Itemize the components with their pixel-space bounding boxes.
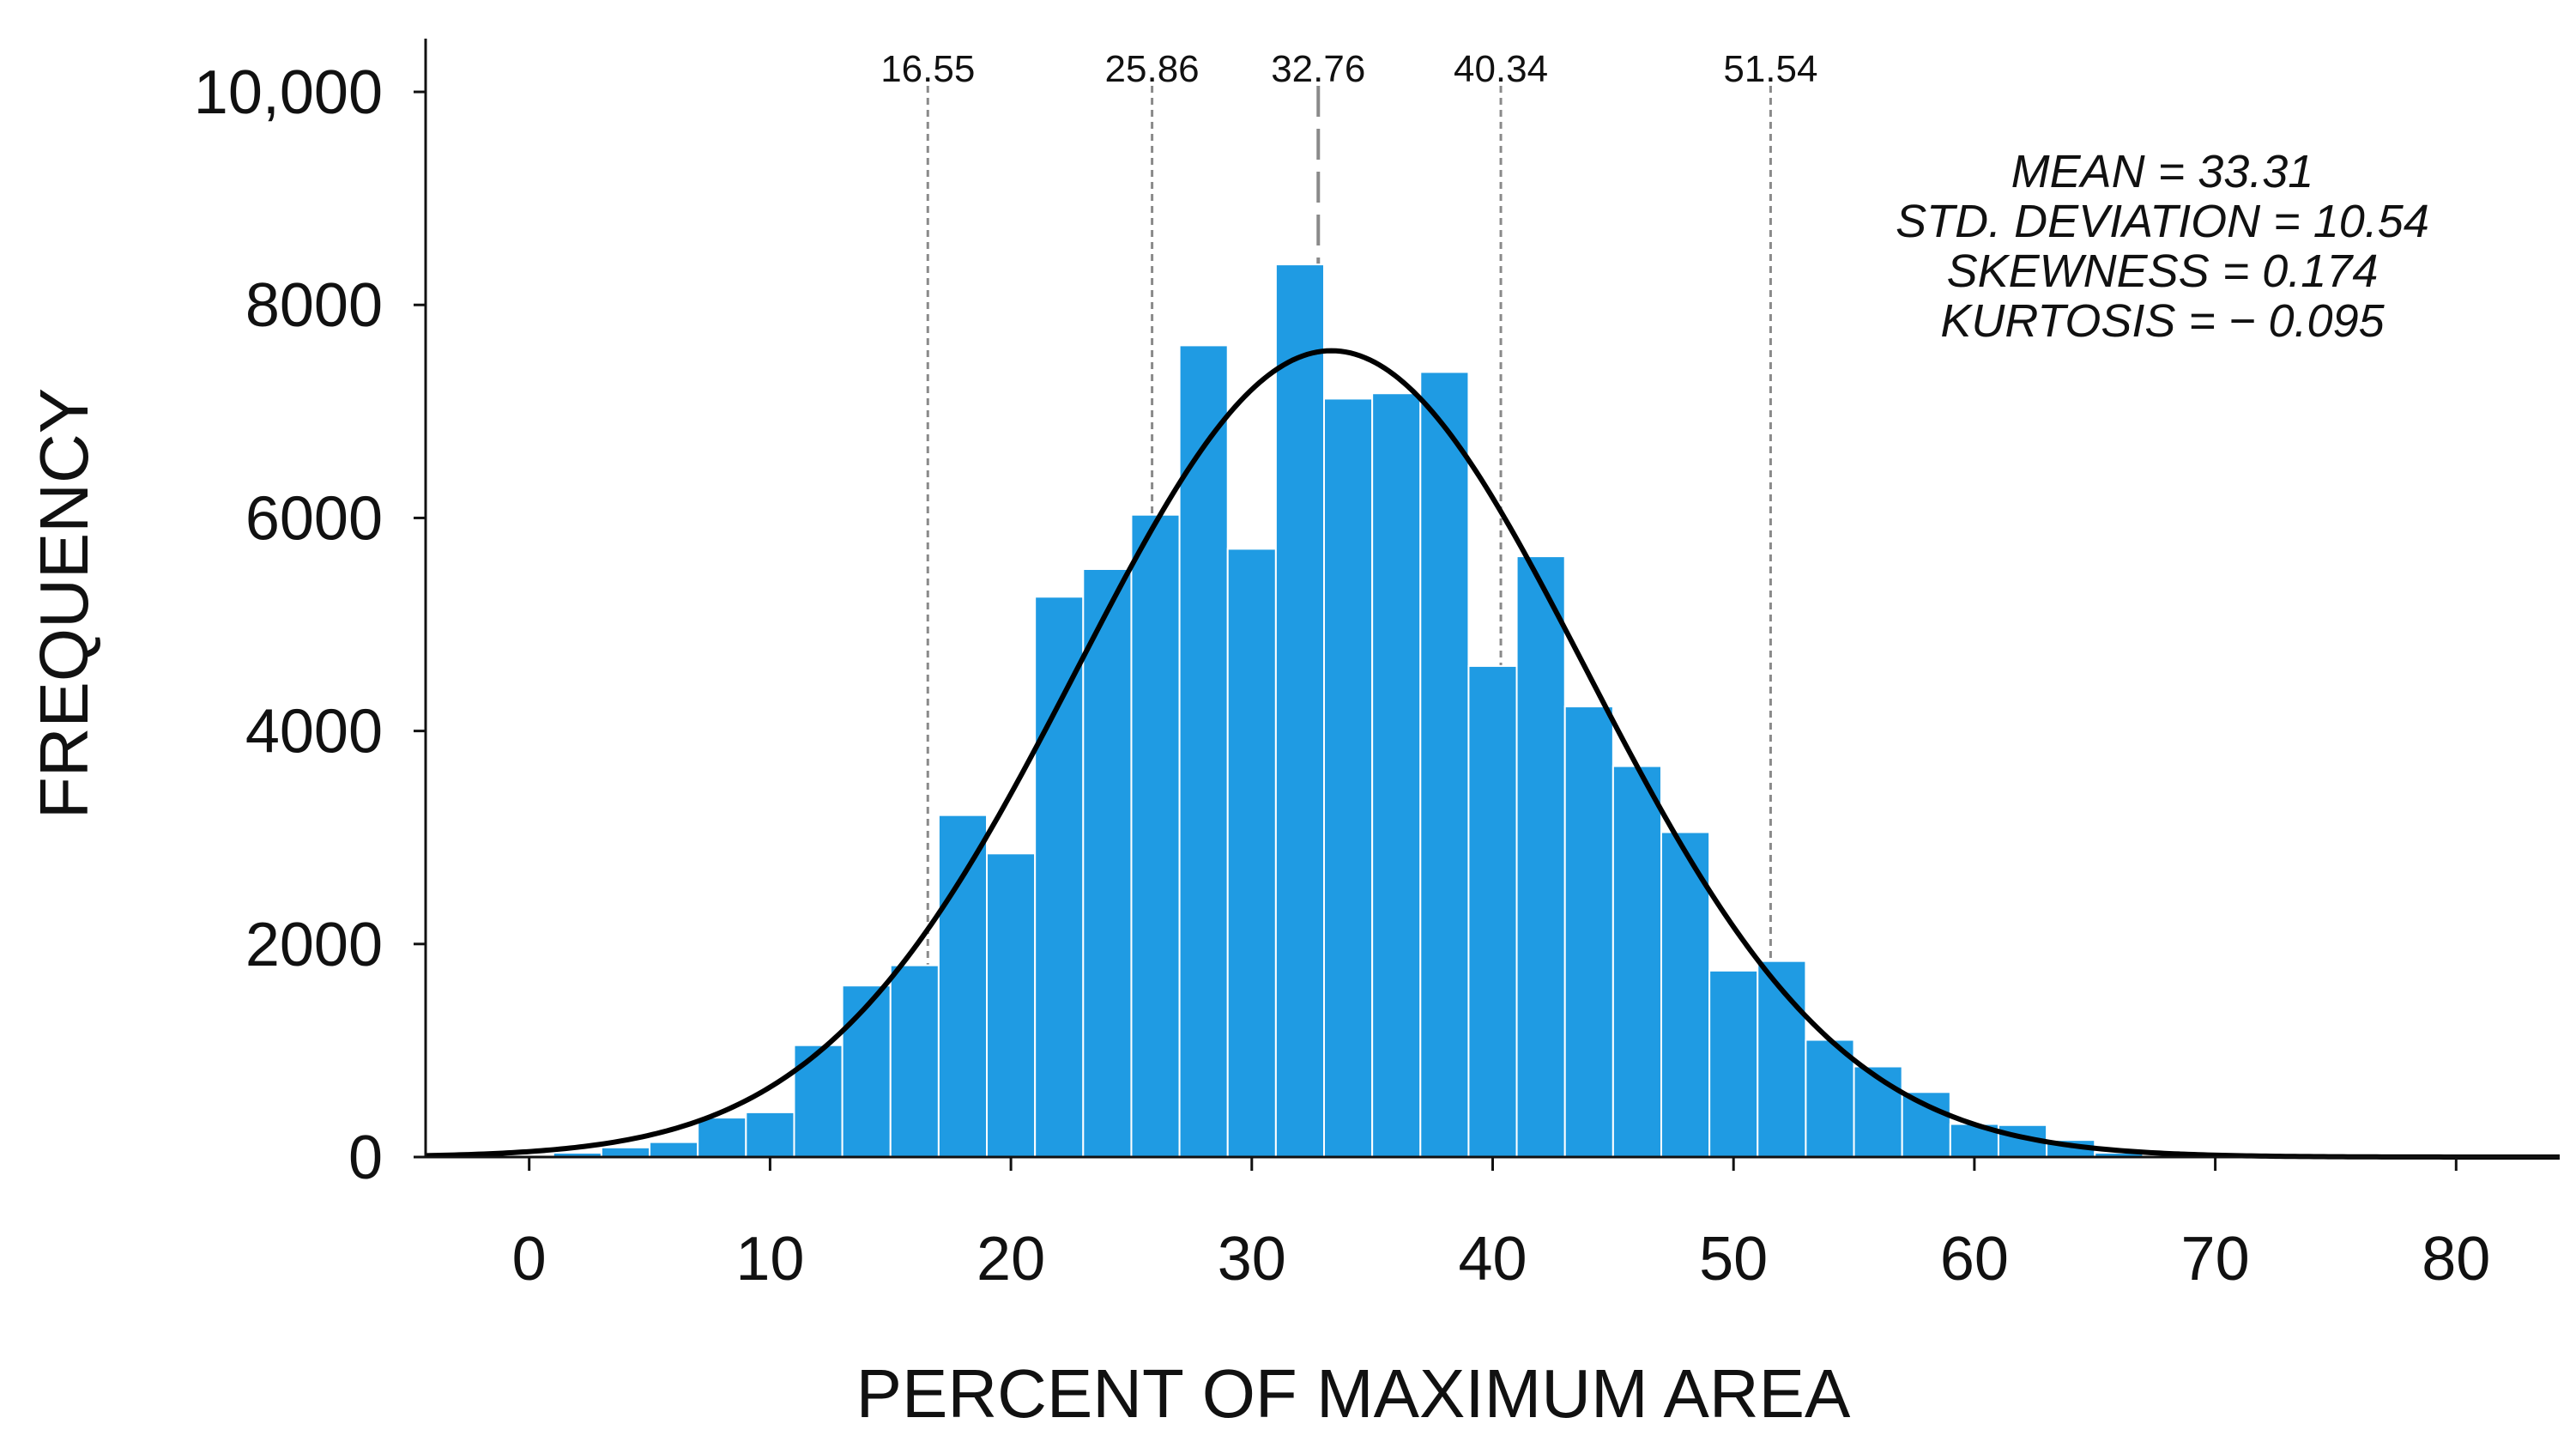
percentile-label-0: 16.55 xyxy=(880,48,975,90)
histogram-bar-25 xyxy=(1757,960,1807,1159)
normal-curve xyxy=(425,348,2560,1160)
histogram-bar-28 xyxy=(1901,1091,1951,1158)
histogram-bar-20 xyxy=(1515,555,1566,1158)
y-axis-title: FREQUENCY xyxy=(26,388,102,819)
histogram-bar-3 xyxy=(697,1117,747,1158)
y-tick-label-4: 8000 xyxy=(245,271,383,340)
x-tick-label-0: 0 xyxy=(512,1225,547,1294)
stats-box: MEAN = 33.31 STD. DEVIATION = 10.54 SKEW… xyxy=(1896,146,2429,347)
x-tick-label-2: 20 xyxy=(977,1225,1045,1294)
percentile-label-2: 32.76 xyxy=(1271,48,1365,90)
histogram-bar-7 xyxy=(889,964,940,1158)
y-tick-label-2: 4000 xyxy=(245,698,383,766)
y-tick-label-0: 0 xyxy=(348,1124,383,1192)
histogram-bar-5 xyxy=(793,1044,844,1158)
histogram-bar-17 xyxy=(1371,392,1422,1159)
histogram-bar-19 xyxy=(1467,664,1518,1158)
y-tick-label-5: 10,000 xyxy=(194,58,383,127)
percentile-label-3: 40.34 xyxy=(1454,48,1548,90)
x-tick-label-3: 30 xyxy=(1218,1225,1286,1294)
histogram-bar-15 xyxy=(1274,264,1326,1158)
histogram-bar-24 xyxy=(1708,969,1759,1159)
percentile-label-1: 25.86 xyxy=(1105,48,1200,90)
histogram-bar-8 xyxy=(937,814,989,1158)
histogram-bar-22 xyxy=(1612,765,1662,1159)
histogram-bars xyxy=(552,264,2144,1159)
histogram-bar-16 xyxy=(1323,397,1374,1158)
histogram-bar-10 xyxy=(1034,596,1085,1158)
x-axis-title: PERCENT OF MAXIMUM AREA xyxy=(856,1355,1851,1432)
histogram-bar-13 xyxy=(1178,344,1229,1158)
stat-mean: MEAN = 33.31 xyxy=(2011,146,2314,197)
histogram-bar-9 xyxy=(986,852,1037,1158)
y-tick-label-1: 2000 xyxy=(245,911,383,979)
histogram-bar-4 xyxy=(745,1111,795,1159)
histogram-bar-6 xyxy=(841,985,892,1158)
histogram-bar-18 xyxy=(1419,371,1470,1158)
x-tick-label-1: 10 xyxy=(735,1225,804,1294)
percentile-label-4: 51.54 xyxy=(1723,48,1817,90)
stat-skewness: SKEWNESS = 0.174 xyxy=(1947,245,2379,297)
stat-std-deviation: STD. DEVIATION = 10.54 xyxy=(1896,196,2429,247)
histogram-bar-1 xyxy=(600,1146,651,1158)
stat-kurtosis: KURTOSIS = − 0.095 xyxy=(1940,295,2385,347)
histogram-bar-21 xyxy=(1563,706,1614,1158)
x-tick-label-6: 60 xyxy=(1940,1225,2009,1294)
x-tick-label-5: 50 xyxy=(1699,1225,1768,1294)
normal-curve-layer xyxy=(425,348,2560,1160)
x-tick-label-7: 70 xyxy=(2181,1225,2250,1294)
histogram-bar-12 xyxy=(1130,513,1181,1158)
histogram-bar-2 xyxy=(649,1141,699,1159)
axes: 0 2000 4000 6000 8000 10,000 0 10 20 30 40 50 60 70 80 xyxy=(194,39,2560,1294)
x-tick-label-4: 40 xyxy=(1458,1225,1527,1294)
x-tick-label-8: 80 xyxy=(2422,1225,2490,1294)
histogram-bar-23 xyxy=(1660,831,1711,1158)
percentile-lines: 16.55 25.86 32.76 40.34 51.54 xyxy=(880,48,1817,1157)
histogram-bar-11 xyxy=(1082,567,1133,1158)
histogram-bar-14 xyxy=(1226,548,1277,1158)
y-tick-label-3: 6000 xyxy=(245,484,383,553)
